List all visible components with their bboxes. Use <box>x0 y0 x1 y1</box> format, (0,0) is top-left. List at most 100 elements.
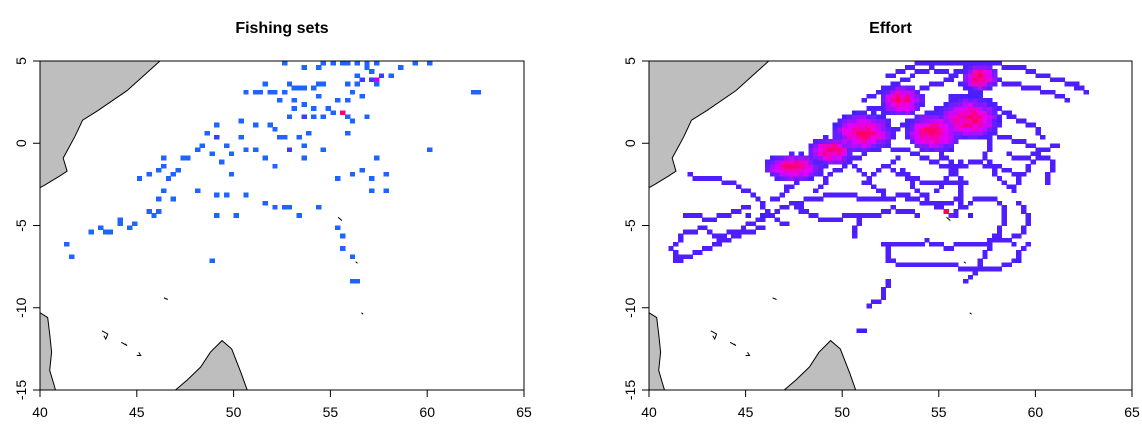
grid-cell <box>909 73 916 78</box>
grid-cell <box>987 98 993 103</box>
grid-cell <box>726 213 732 218</box>
grid-cell <box>938 200 945 206</box>
grid-cell <box>832 130 838 136</box>
grid-cell <box>1074 81 1080 87</box>
grid-cell <box>982 242 988 247</box>
grid-cell <box>919 122 925 128</box>
grid-cell <box>905 77 911 83</box>
map-panel-1: Fishing sets 40 45 50 55 60 65 -15 -10 -5 0 5 <box>13 20 532 420</box>
grid-cell <box>972 122 978 128</box>
grid-cell <box>847 192 853 198</box>
grid-cell <box>880 126 887 132</box>
grid-cell <box>156 167 162 173</box>
grid-cell <box>354 73 360 78</box>
grid-cell <box>827 139 834 144</box>
grid-cell <box>808 163 814 169</box>
grid-cell <box>861 147 867 153</box>
grid-cell <box>291 98 298 103</box>
grid-cell <box>934 81 940 87</box>
grid-cell <box>769 159 776 165</box>
grid-cell <box>914 130 920 136</box>
grid-cell <box>238 118 244 124</box>
grid-cell <box>972 135 978 140</box>
grid-cell <box>905 147 911 153</box>
grid-cell <box>793 163 800 169</box>
grid-cell <box>731 180 737 185</box>
grid-cell <box>837 122 843 128</box>
grid-cell <box>885 110 892 116</box>
grid-cell <box>1025 69 1032 74</box>
grid-cell <box>856 139 863 144</box>
grid-cell <box>856 328 863 333</box>
y-axis: -15 -10 -5 0 5 <box>13 57 41 400</box>
grid-cell <box>919 126 925 132</box>
grid-cell <box>890 85 896 91</box>
grid-cell <box>953 126 959 132</box>
grid-cell <box>161 163 167 169</box>
grid-cell <box>885 139 892 144</box>
grid-cell <box>895 126 901 132</box>
grid-cell <box>972 102 978 107</box>
grid-cell <box>987 77 993 83</box>
grid-cell <box>818 159 824 165</box>
grid-cell <box>774 217 780 222</box>
grid-cell <box>1025 213 1032 218</box>
island <box>710 330 718 341</box>
grid-cell <box>943 155 949 161</box>
grid-cell <box>982 61 988 66</box>
grid-cell <box>866 143 872 148</box>
grid-cell <box>977 122 983 128</box>
grid-cell <box>929 61 935 66</box>
grid-cell <box>905 89 911 95</box>
grid-cell <box>856 167 863 173</box>
grid-cell <box>958 188 964 194</box>
grid-cell <box>374 155 380 161</box>
grid-cell <box>885 246 892 251</box>
grid-cell <box>427 147 433 153</box>
grid-cell <box>1011 81 1017 87</box>
grid-cell <box>832 139 838 144</box>
grid-cell <box>798 200 805 206</box>
grid-cell <box>793 159 800 165</box>
grid-cell <box>977 266 983 272</box>
grid-cell <box>798 159 805 165</box>
grid-cell <box>914 118 920 124</box>
grid-cell <box>987 81 993 87</box>
grid-cell <box>905 106 911 111</box>
grid-cell <box>349 118 356 124</box>
grid-cell <box>885 106 892 111</box>
grid-cell <box>924 196 930 202</box>
grid-cell <box>909 93 916 99</box>
grid-cell <box>726 180 732 185</box>
grid-cell <box>895 106 901 111</box>
grid-cell <box>847 213 853 218</box>
grid-cell <box>320 114 327 120</box>
grid-cell <box>1020 246 1027 251</box>
grid-cell <box>885 143 892 148</box>
x-tick-label: 45 <box>129 404 145 420</box>
grid-cell <box>987 143 993 148</box>
cells <box>64 61 481 284</box>
grid-cell <box>953 135 959 140</box>
grid-cell <box>1020 85 1027 91</box>
grid-cell <box>301 85 307 91</box>
grid-cell <box>779 163 785 169</box>
grid-cell <box>895 69 901 74</box>
grid-cell <box>953 98 959 103</box>
grid-cell <box>1016 65 1022 70</box>
grid-cell <box>972 77 978 83</box>
grid-cell <box>972 114 978 120</box>
grid-cell <box>934 106 940 111</box>
grid-cell <box>344 98 351 103</box>
grid-cell <box>832 155 838 161</box>
grid-cell <box>286 147 293 153</box>
grid-cell <box>900 242 906 247</box>
grid-cell <box>972 159 978 165</box>
grid-cell <box>914 196 920 202</box>
x-tick-label: 60 <box>419 404 435 420</box>
grid-cell <box>963 85 969 91</box>
grid-cell <box>194 188 201 194</box>
grid-cell <box>735 184 742 190</box>
grid-cell <box>876 188 882 194</box>
grid-cell <box>967 77 974 83</box>
